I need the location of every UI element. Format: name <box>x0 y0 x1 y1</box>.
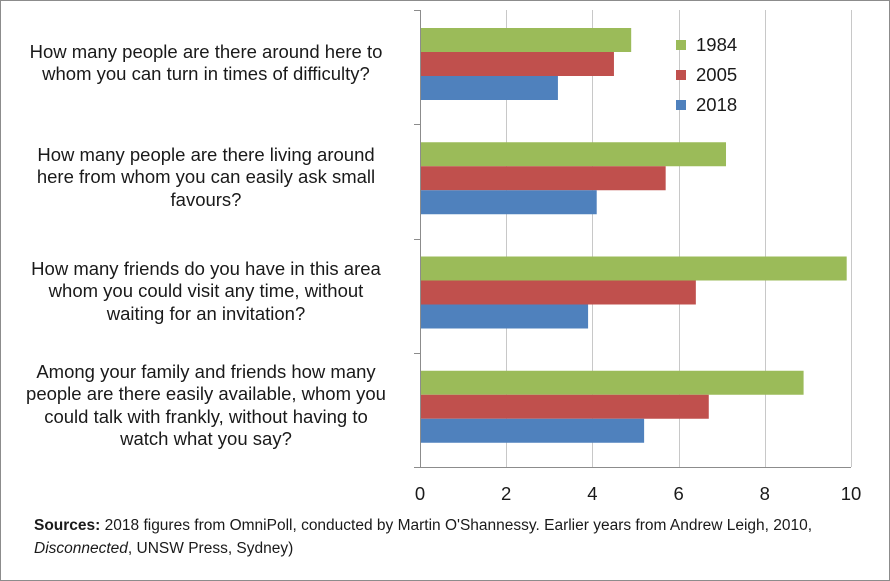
sources-text-2: , UNSW Press, Sydney) <box>127 540 294 557</box>
x-tick-label-10: 10 <box>841 483 862 504</box>
category-label-line: favours? <box>170 188 242 210</box>
bar-2005-cat3 <box>420 280 696 305</box>
sources-label: Sources: <box>34 517 101 534</box>
category-label-line: here from whom you can easily ask small <box>36 166 376 188</box>
legend-swatch-1984 <box>676 40 686 50</box>
category-label-line: whom you can turn in times of difficulty… <box>42 63 370 85</box>
legend-item-2018: 2018 <box>676 90 737 120</box>
category-label-line: people are there easily available, whom … <box>26 383 386 405</box>
legend-item-1984: 1984 <box>676 30 737 60</box>
legend-swatch-2005 <box>676 70 686 80</box>
legend: 1984 2005 2018 <box>676 30 737 120</box>
bar-2005-cat4 <box>420 394 709 419</box>
x-tick-label-4: 4 <box>587 483 597 504</box>
bar-1984-cat3 <box>420 256 847 281</box>
x-tick-label-2: 2 <box>501 483 511 504</box>
bar-2018-cat2 <box>420 190 597 215</box>
category-label-line: whom you could visit any time, without <box>48 280 364 302</box>
sources-text-1: 2018 figures from OmniPoll, conducted by… <box>100 517 813 534</box>
bar-2018-cat3 <box>420 304 589 329</box>
sources-book-title: Disconnected <box>34 540 128 557</box>
x-tick-label-6: 6 <box>673 483 683 504</box>
bar-2005-cat1 <box>420 52 614 76</box>
bar-2018-cat4 <box>420 418 645 443</box>
bar-1984-cat4 <box>420 370 804 395</box>
category-label-3: How many friends do you have in this are… <box>10 258 402 326</box>
bar-2005-cat2 <box>420 166 666 191</box>
category-label-4: Among your family and friends how many pe… <box>10 361 402 451</box>
legend-label-2018: 2018 <box>696 94 738 115</box>
x-tick-label-0: 0 <box>415 483 425 504</box>
bar-1984-cat2 <box>420 142 727 167</box>
legend-label-1984: 1984 <box>696 34 738 55</box>
bar-1984-cat1 <box>420 28 632 52</box>
category-label-line: How many friends do you have in this are… <box>31 257 381 279</box>
legend-label-2005: 2005 <box>696 64 738 85</box>
legend-item-2005: 2005 <box>676 60 737 90</box>
category-label-line: waiting for an invitation? <box>106 302 306 324</box>
sources-note: Sources: 2018 figures from OmniPoll, con… <box>34 514 854 560</box>
legend-swatch-2018 <box>676 100 686 110</box>
category-label-line: Among your family and friends how many <box>36 360 376 382</box>
category-label-2: How many people are there living around h… <box>10 144 402 212</box>
category-label-line: How many people are there around here to <box>29 40 383 62</box>
x-tick-label-8: 8 <box>760 483 770 504</box>
category-label-1: How many people are there around here to… <box>10 41 402 86</box>
bar-2018-cat1 <box>420 76 558 100</box>
category-label-line: could talk with frankly, without having … <box>44 405 368 427</box>
category-label-line: watch what you say? <box>120 428 292 450</box>
category-label-line: How many people are there living around <box>37 143 375 165</box>
